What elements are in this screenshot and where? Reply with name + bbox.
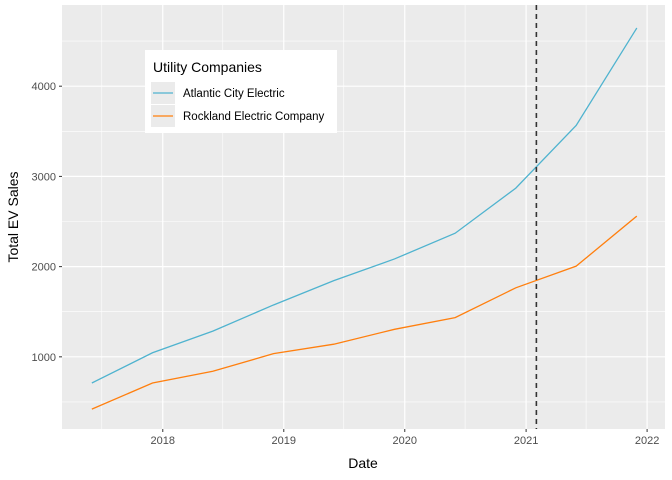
y-tick-label: 3000 — [32, 171, 56, 183]
y-tick-label: 1000 — [32, 352, 56, 364]
x-tick-label: 2018 — [151, 435, 175, 447]
legend: Utility Companies Atlantic City Electric… — [145, 50, 337, 133]
series-line — [91, 27, 638, 384]
legend-title: Utility Companies — [153, 59, 262, 75]
legend-box — [145, 50, 337, 133]
y-axis: 1000 2000 3000 4000 — [32, 81, 62, 364]
y-axis-title: Total EV Sales — [5, 171, 21, 262]
x-tick-label: 2021 — [514, 435, 538, 447]
y-tick-label: 2000 — [32, 262, 56, 274]
x-axis: 2018 2019 2020 2021 2022 — [151, 429, 659, 447]
x-axis-title: Date — [348, 455, 378, 471]
series-line — [91, 215, 638, 410]
x-tick-label: 2020 — [393, 435, 417, 447]
x-tick-label: 2019 — [272, 435, 296, 447]
y-tick-label: 4000 — [32, 81, 56, 93]
legend-items: Atlantic City Electric Rockland Electric … — [151, 82, 325, 127]
x-tick-label: 2022 — [635, 435, 659, 447]
series-layer — [91, 27, 638, 410]
legend-label: Rockland Electric Company — [183, 111, 325, 123]
legend-label: Atlantic City Electric — [183, 88, 285, 100]
